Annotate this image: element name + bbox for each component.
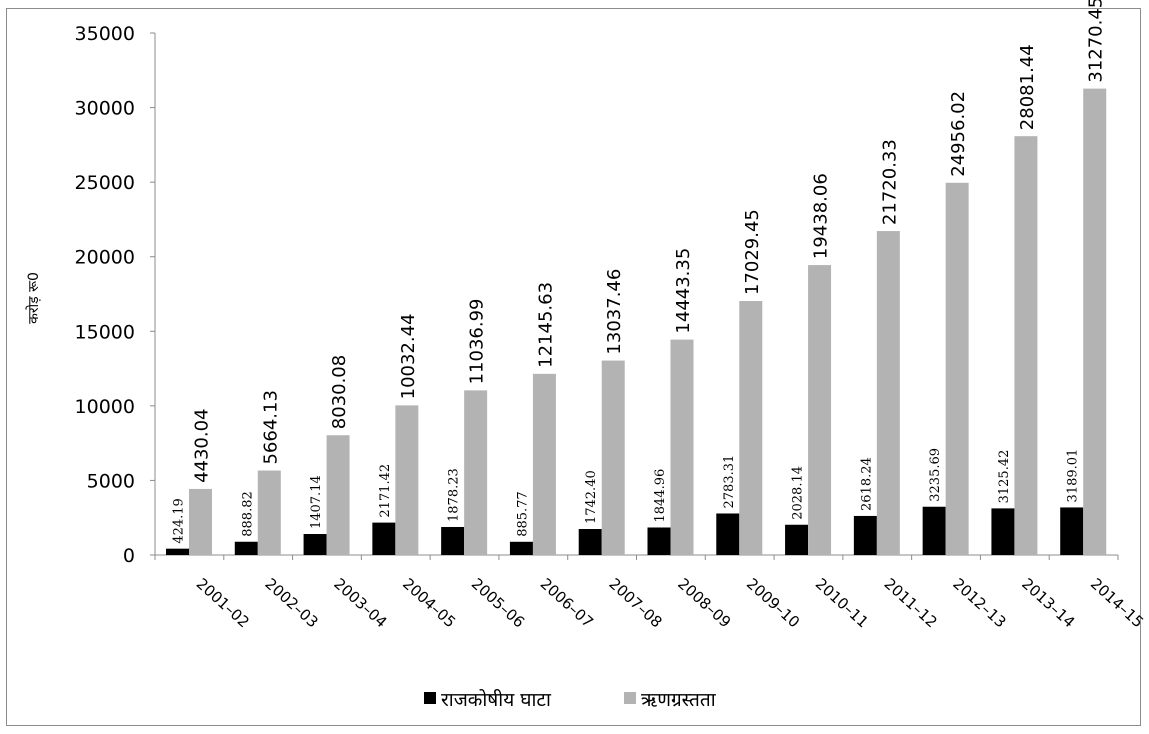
- bar-fiscal-deficit: [922, 506, 946, 555]
- data-label: 3189.01: [1066, 449, 1081, 503]
- bar-fiscal-deficit: [578, 529, 602, 555]
- legend-label: राजकोषीय घाटा: [441, 688, 552, 711]
- bar-fiscal-deficit: [441, 526, 465, 555]
- legend: राजकोषीय घाटा ऋणग्रस्तता: [424, 688, 717, 711]
- bar-fiscal-deficit: [785, 524, 809, 555]
- bar-fiscal-deficit: [303, 534, 327, 555]
- legend-label: ऋणग्रस्तता: [641, 689, 717, 711]
- bar-indebtedness: [189, 488, 212, 555]
- y-tick-label: 30000: [75, 98, 135, 120]
- bar-fiscal-deficit: [991, 508, 1015, 555]
- x-axis: 2001–02 2002–03 2003–04 2004–05 2005–06 2006–…: [154, 554, 1147, 632]
- data-label: 1878.23: [447, 468, 462, 522]
- data-label: 12145.63: [535, 282, 556, 368]
- y-axis-label: करोड़ रू0: [25, 272, 42, 324]
- x-tick-label: 2014–15: [1087, 575, 1147, 632]
- y-tick-label: 20000: [75, 247, 135, 269]
- bar-fiscal-deficit: [853, 515, 877, 555]
- legend-swatch: [624, 692, 636, 704]
- bar-indebtedness: [464, 390, 488, 555]
- x-tick-label: 2003–04: [330, 575, 390, 632]
- data-label: 14443.35: [673, 248, 694, 334]
- x-tick-label: 2013–14: [1018, 575, 1078, 632]
- x-tick-label: 2007–08: [605, 575, 665, 632]
- y-tick-label: 35000: [75, 23, 135, 45]
- data-label: 1742.40: [584, 470, 599, 524]
- data-label: 2028.14: [791, 466, 806, 520]
- data-label: 19438.06: [811, 173, 832, 259]
- bar-indebtedness: [1083, 88, 1107, 556]
- bar-fiscal-deficit: [166, 548, 189, 555]
- bar-fiscal-deficit: [372, 522, 396, 555]
- bar-indebtedness: [808, 265, 832, 555]
- x-tick-label: 2011–12: [881, 575, 941, 632]
- data-labels: 424.19 888.82 1407.14 2171.42 1878.23 885.77 1…: [172, 0, 1107, 544]
- data-label: 4430.04: [192, 408, 213, 482]
- bar-indebtedness: [945, 182, 969, 556]
- y-tick-label: 10000: [75, 396, 135, 418]
- data-label: 885.77: [515, 491, 530, 537]
- y-axis: 0 5000 10000 15000 20000 25000 30000 35000: [75, 23, 156, 567]
- data-label: 10032.44: [398, 313, 419, 399]
- data-label: 28081.44: [1017, 44, 1038, 130]
- legend-swatch: [424, 692, 436, 704]
- bar-fiscal-deficit: [647, 527, 671, 555]
- data-label: 31270.45: [1086, 0, 1107, 83]
- x-tick-label: 2008–09: [674, 575, 734, 632]
- y-tick-label: 25000: [75, 172, 135, 194]
- x-tick-label: 2010–11: [812, 575, 872, 632]
- bar-fiscal-deficit: [234, 541, 258, 555]
- data-label: 424.19: [172, 498, 187, 544]
- bar-fiscal-deficit: [716, 513, 740, 555]
- bar-indebtedness: [601, 360, 625, 555]
- bar-indebtedness: [739, 301, 763, 555]
- x-tick-label: 2005–06: [468, 575, 528, 632]
- x-tick-label: 2006–07: [537, 575, 597, 632]
- y-tick-label: 0: [123, 545, 135, 567]
- x-tick-label: 2009–10: [743, 575, 803, 632]
- bar-indebtedness: [326, 435, 350, 555]
- bar-indebtedness: [670, 339, 694, 555]
- bar-indebtedness: [532, 373, 556, 555]
- bar-indebtedness: [1014, 136, 1038, 556]
- data-label: 888.82: [240, 491, 255, 537]
- data-label: 8030.08: [329, 355, 350, 429]
- data-label: 2618.24: [859, 457, 874, 511]
- bar-fiscal-deficit: [1060, 507, 1084, 555]
- data-label: 17029.45: [742, 209, 763, 295]
- bar-indebtedness: [257, 470, 281, 555]
- bar-fiscal-deficit: [509, 541, 533, 555]
- y-tick-label: 15000: [75, 321, 135, 343]
- x-tick-label: 2012–13: [949, 575, 1009, 632]
- data-label: 1844.96: [653, 469, 668, 523]
- data-label: 5664.13: [260, 390, 281, 464]
- x-tick-label: 2002–03: [262, 575, 322, 632]
- data-label: 1407.14: [309, 475, 324, 529]
- data-label: 24956.02: [948, 91, 969, 177]
- data-label: 3125.42: [997, 450, 1012, 504]
- data-label: 11036.99: [467, 299, 488, 385]
- data-label: 21720.33: [879, 139, 900, 225]
- data-label: 2783.31: [722, 455, 737, 509]
- x-tick-label: 2004–05: [399, 575, 459, 632]
- data-label: 3235.69: [928, 448, 943, 502]
- bar-indebtedness: [395, 405, 419, 555]
- x-tick-label: 2001–02: [193, 575, 253, 632]
- y-tick-label: 5000: [87, 470, 135, 492]
- data-label: 13037.46: [604, 269, 625, 355]
- bars: [166, 88, 1107, 556]
- data-label: 2171.42: [378, 464, 393, 518]
- bar-indebtedness: [876, 231, 900, 555]
